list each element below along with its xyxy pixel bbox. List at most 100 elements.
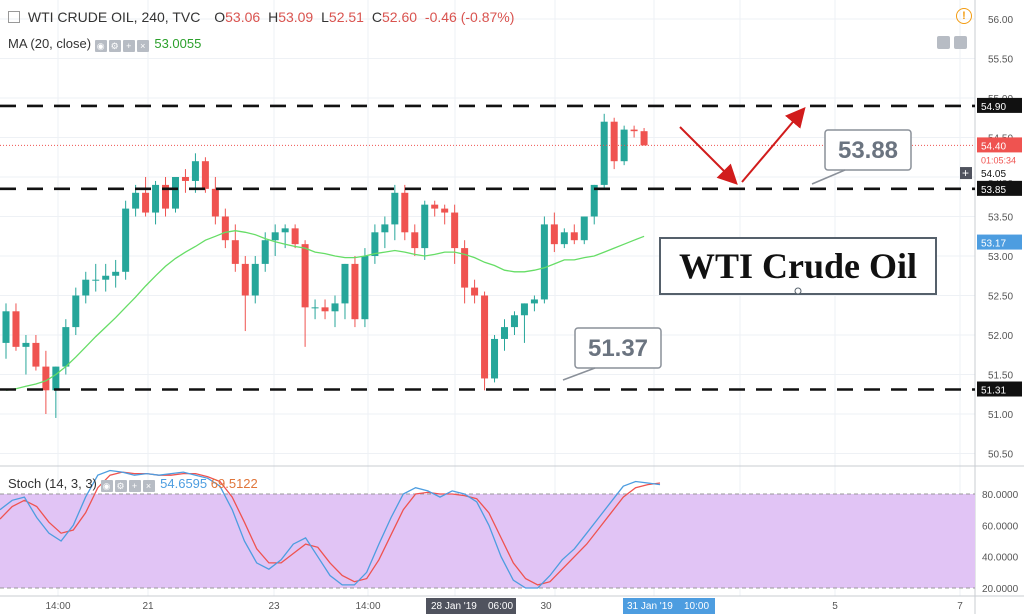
candle-body-17: [171, 177, 179, 209]
add-alert-button-bg: [960, 167, 972, 180]
settings-icon[interactable]: ⚙: [108, 40, 121, 52]
price-tick-1: 55.50: [988, 55, 1013, 66]
candle-body-47: [471, 287, 479, 296]
ma-line: [5, 230, 645, 391]
candle-body-21: [211, 188, 219, 217]
candle-body-60: [600, 121, 608, 185]
candle-body-64: [640, 131, 648, 146]
eye-icon[interactable]: ◉: [94, 40, 107, 52]
price-tick-10: 51.00: [988, 410, 1013, 421]
stoch-tick-0: 80.0000: [982, 490, 1019, 501]
candle-body-24: [241, 263, 249, 296]
ma-legend: MA (20, close) ◉ ⚙ + × 53.0055: [8, 36, 201, 52]
candle-body-9: [92, 279, 100, 281]
resistance-callout-box: [824, 129, 912, 171]
candle-body-45: [451, 212, 459, 249]
move-icon[interactable]: +: [122, 40, 135, 52]
tag-51-31-bg: [977, 381, 1022, 397]
high-label: H: [268, 9, 279, 25]
tag-current-bg: [977, 137, 1022, 153]
remove-icon[interactable]: ×: [136, 40, 149, 52]
resistance-callout-tail: [811, 169, 846, 185]
tag-54-90: 54.90: [981, 102, 1006, 113]
stoch-eye-icon[interactable]: ◉: [100, 480, 113, 492]
ma-label[interactable]: MA (20, close): [8, 36, 92, 51]
candle-body-10: [102, 275, 110, 280]
candle-body-18: [181, 177, 189, 181]
tag-51-31: 51.31: [981, 386, 1006, 397]
candle-body-1: [12, 311, 20, 347]
tag-current: 54.40: [981, 141, 1006, 152]
change-value: -0.46 (-0.87%): [424, 9, 515, 25]
candle-body-30: [301, 244, 309, 308]
title-annotation-box: [659, 237, 937, 295]
candle-body-3: [32, 342, 40, 367]
time-label-10: 7: [957, 601, 963, 612]
candle-body-6: [62, 327, 70, 367]
support-callout-box: [574, 327, 662, 369]
stoch-legend: Stoch (14, 3, 3) ◉ ⚙ + × 54.6595 69.5122: [8, 476, 258, 492]
candle-body-53: [530, 299, 538, 304]
low-label: L: [321, 9, 329, 25]
open-value: 53.06: [225, 9, 261, 25]
title-annotation: WTI Crude Oil: [679, 246, 917, 286]
candle-body-13: [132, 192, 140, 209]
time-highlight-1-bg: [426, 598, 516, 614]
ma-value: 53.0055: [154, 36, 202, 51]
stoch-tick-1: 60.0000: [982, 521, 1019, 532]
time-label-5: 06:00: [488, 601, 513, 612]
candle-body-63: [630, 129, 638, 132]
candle-body-25: [251, 263, 259, 296]
candle-body-58: [580, 216, 588, 241]
candle-body-49: [491, 338, 499, 379]
candle-body-11: [112, 271, 120, 276]
candle-body-55: [550, 224, 558, 245]
tag-54-90-bg: [977, 97, 1022, 113]
time-highlight-2-bg: [623, 598, 715, 614]
stoch-tick-3: 20.0000: [982, 584, 1019, 595]
candle-body-41: [411, 232, 419, 249]
candle-body-43: [431, 204, 439, 209]
candle-body-54: [540, 224, 548, 300]
collapse-icon[interactable]: [8, 11, 20, 23]
stoch-label[interactable]: Stoch (14, 3, 3): [8, 476, 97, 491]
alert-icon[interactable]: !: [956, 8, 972, 24]
stoch-d-value: 69.5122: [210, 476, 258, 491]
candle-body-38: [381, 224, 389, 233]
pane-collapse-icon[interactable]: [937, 36, 950, 49]
title-annotation-handle: [794, 287, 802, 295]
candle-body-33: [331, 303, 339, 312]
pane-maximize-icon[interactable]: [954, 36, 967, 49]
time-label-6: 30: [540, 601, 552, 612]
add-alert-icon: +: [962, 166, 969, 180]
candle-body-15: [152, 184, 160, 213]
support-callout-tail: [562, 367, 596, 381]
candle-body-31: [311, 307, 319, 309]
candle-body-23: [231, 240, 239, 264]
close-label: C: [371, 9, 382, 25]
candle-body-48: [481, 295, 489, 379]
high-value: 53.09: [278, 9, 314, 25]
candle-body-8: [82, 279, 90, 296]
time-label-1: 21: [142, 601, 154, 612]
stoch-move-icon[interactable]: +: [128, 480, 141, 492]
candle-body-12: [122, 208, 130, 272]
down-arrow: [679, 126, 738, 185]
candle-body-29: [291, 228, 299, 245]
candle-body-22: [221, 216, 229, 241]
candle-body-0: [2, 311, 10, 343]
stoch-remove-icon[interactable]: ×: [142, 480, 155, 492]
price-tick-5: 53.50: [988, 213, 1013, 224]
up-arrow: [741, 106, 806, 183]
candle-body-16: [162, 184, 170, 209]
symbol-title[interactable]: WTI CRUDE OIL, 240, TVC: [27, 9, 201, 25]
candle-body-46: [461, 248, 469, 288]
stoch-band: [0, 494, 975, 588]
stoch-d-line: [0, 471, 661, 586]
candle-body-36: [361, 256, 369, 320]
stoch-settings-icon[interactable]: ⚙: [114, 480, 127, 492]
candle-body-26: [261, 240, 269, 264]
candle-body-2: [22, 342, 30, 347]
candle-body-39: [391, 192, 399, 225]
